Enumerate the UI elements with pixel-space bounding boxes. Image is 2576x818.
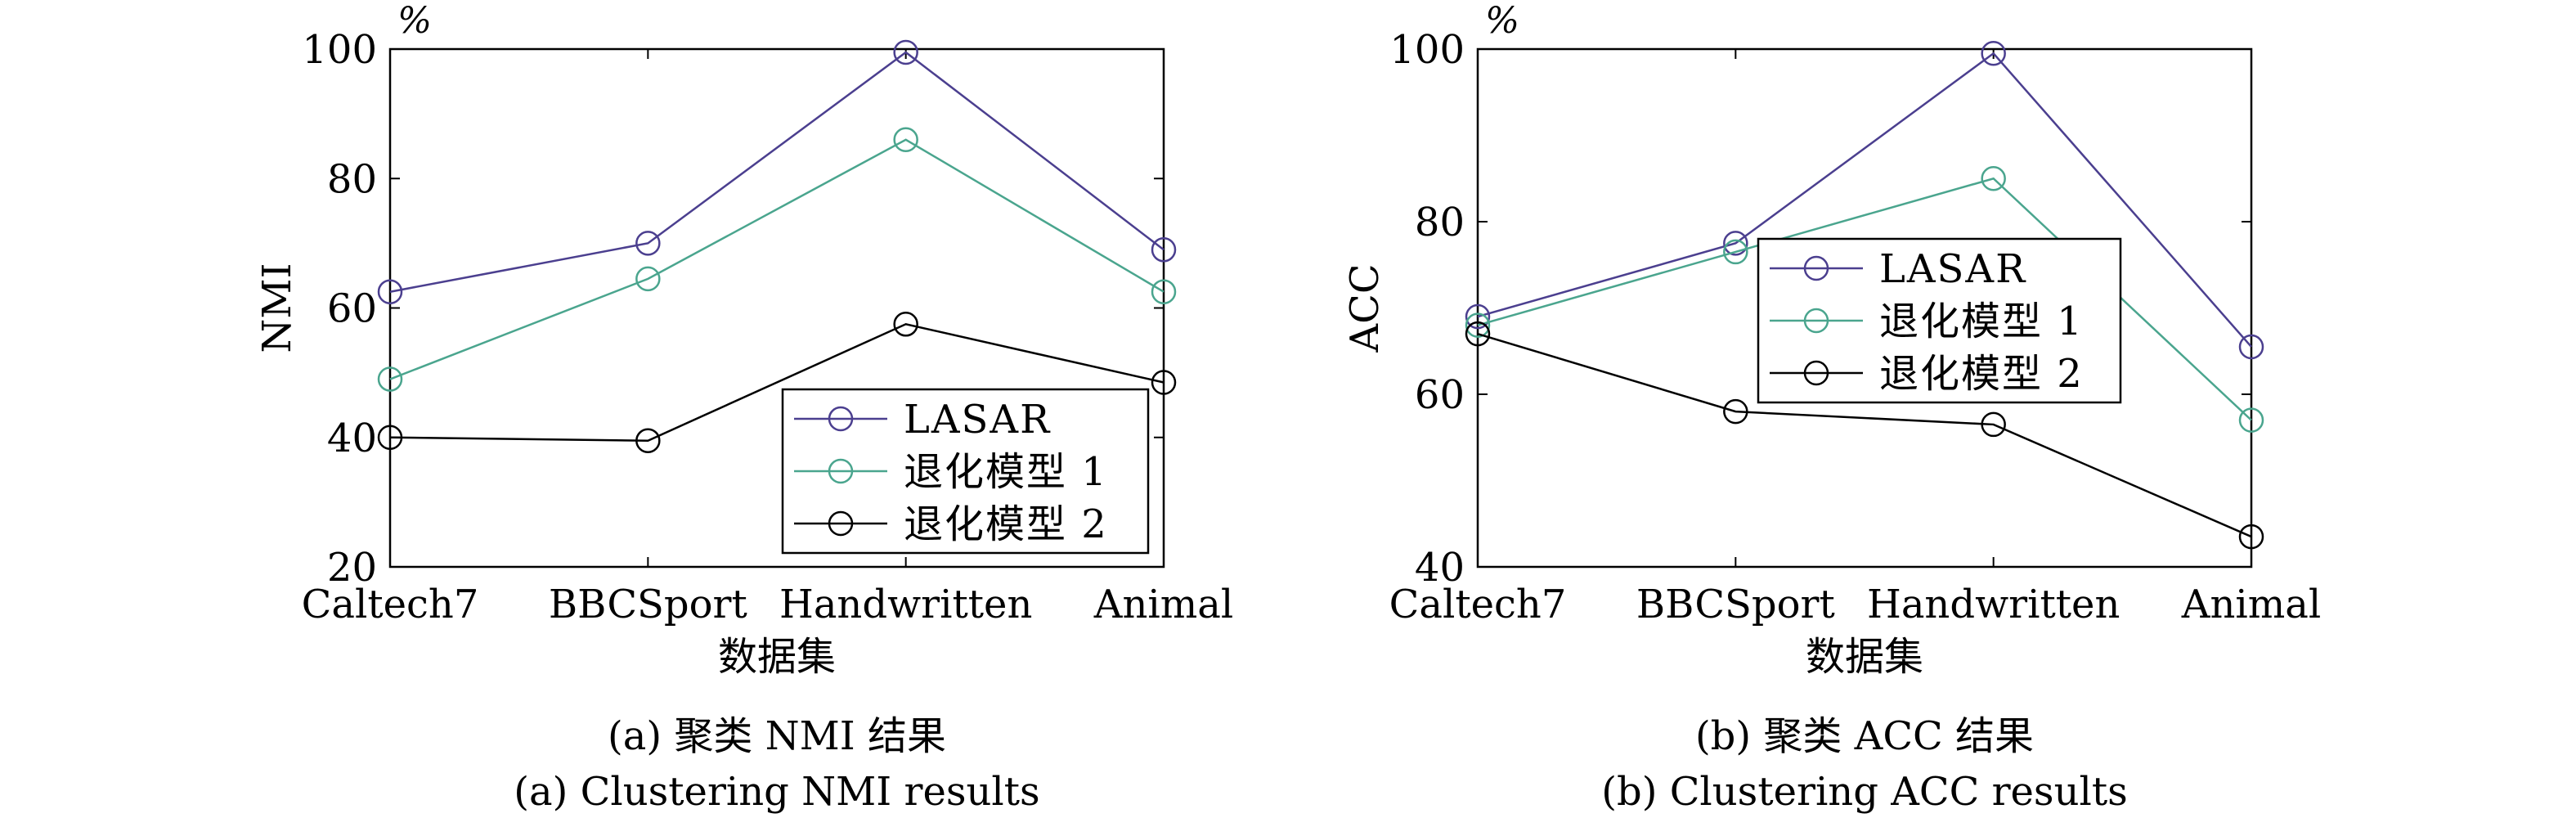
data-point-marker bbox=[377, 279, 403, 304]
legend-entry-label: 退化模型 1 bbox=[1879, 299, 2084, 344]
data-point-marker bbox=[377, 366, 403, 392]
legend-marker bbox=[828, 458, 854, 484]
acc-chart-panel: Caltech7 BBCSport Handwritten Animal 40 60 80 1… bbox=[1342, 0, 2321, 815]
x-tick-label: Handwritten bbox=[1867, 582, 2120, 627]
series-line bbox=[1477, 52, 2252, 348]
data-point-marker bbox=[1981, 411, 2006, 438]
data-point-marker bbox=[377, 425, 403, 450]
caption-chinese: (b) 聚类 ACC 结果 bbox=[1695, 713, 2034, 759]
y-tick-label: 60 bbox=[327, 286, 377, 332]
data-point-marker bbox=[635, 266, 661, 292]
series-line bbox=[389, 51, 1165, 293]
unit-label: % bbox=[1485, 0, 1519, 42]
data-point-marker bbox=[635, 428, 661, 453]
y-axis-label: NMI bbox=[254, 263, 300, 353]
series-line bbox=[389, 322, 1165, 442]
data-point-marker bbox=[893, 127, 918, 153]
y-tick-label: 100 bbox=[302, 27, 377, 73]
legend-marker bbox=[1803, 308, 1829, 334]
y-tick-label: 60 bbox=[1415, 372, 1465, 418]
data-point-marker bbox=[1723, 239, 1748, 265]
x-tick-label: Handwritten bbox=[779, 582, 1032, 627]
y-tick-label: 40 bbox=[1415, 545, 1465, 591]
legend-entry-label: LASAR bbox=[904, 397, 1051, 443]
data-point-marker bbox=[2238, 334, 2264, 360]
caption-chinese: (a) 聚类 NMI 结果 bbox=[608, 713, 946, 759]
y-tick-label: 40 bbox=[327, 416, 377, 461]
data-point-marker bbox=[1151, 370, 1177, 395]
x-tick-label: Animal bbox=[2181, 582, 2321, 627]
legend-marker bbox=[1803, 255, 1829, 281]
x-tick-label: BBCSport bbox=[1636, 582, 1835, 627]
series-line bbox=[389, 138, 1165, 380]
legend-marker bbox=[828, 406, 854, 432]
y-axis-label: ACC bbox=[1342, 263, 1388, 353]
legend-entry-label: LASAR bbox=[1879, 246, 2026, 292]
x-tick-label: Caltech7 bbox=[302, 582, 479, 627]
data-point-marker bbox=[893, 312, 918, 337]
x-tick-label: Caltech7 bbox=[1389, 582, 1567, 627]
plot-area-frame bbox=[1476, 47, 2253, 569]
legend-entry-label: 退化模型 2 bbox=[904, 501, 1108, 547]
data-point-marker bbox=[635, 231, 661, 256]
legend-marker bbox=[828, 510, 854, 537]
legend-marker bbox=[1803, 360, 1829, 386]
x-tick-label: Animal bbox=[1093, 582, 1233, 627]
data-point-marker bbox=[1465, 321, 1491, 347]
legend-entry-label: 退化模型 1 bbox=[904, 449, 1108, 495]
unit-label: % bbox=[397, 0, 432, 42]
series-line bbox=[1477, 332, 2252, 538]
legend-entry-label: 退化模型 2 bbox=[1879, 351, 2084, 397]
y-tick-label: 20 bbox=[327, 545, 377, 591]
data-point-marker bbox=[1981, 166, 2006, 191]
y-tick-label: 80 bbox=[327, 156, 377, 202]
x-tick-label: BBCSport bbox=[549, 582, 747, 627]
data-point-marker bbox=[1151, 237, 1177, 263]
y-tick-label: 80 bbox=[1415, 200, 1465, 245]
data-point-marker bbox=[1151, 279, 1177, 304]
x-axis-label: 数据集 bbox=[718, 634, 836, 680]
data-point-marker bbox=[1465, 312, 1491, 338]
data-point-marker bbox=[2238, 407, 2264, 433]
data-point-marker bbox=[1981, 41, 2006, 66]
caption-english: (a) Clustering NMI results bbox=[514, 769, 1039, 815]
nmi-chart-panel: Caltech7 BBCSport Handwritten Animal 20 40 60 8… bbox=[254, 0, 1233, 815]
data-point-marker bbox=[2238, 524, 2264, 550]
series-line bbox=[1477, 177, 2252, 421]
y-tick-label: 100 bbox=[1389, 27, 1465, 73]
data-point-marker bbox=[1465, 303, 1491, 330]
data-point-marker bbox=[1723, 231, 1748, 256]
x-axis-label: 数据集 bbox=[1806, 634, 1923, 680]
caption-english: (b) Clustering ACC results bbox=[1601, 769, 2128, 815]
data-point-marker bbox=[1723, 398, 1748, 425]
data-point-marker bbox=[893, 39, 918, 65]
